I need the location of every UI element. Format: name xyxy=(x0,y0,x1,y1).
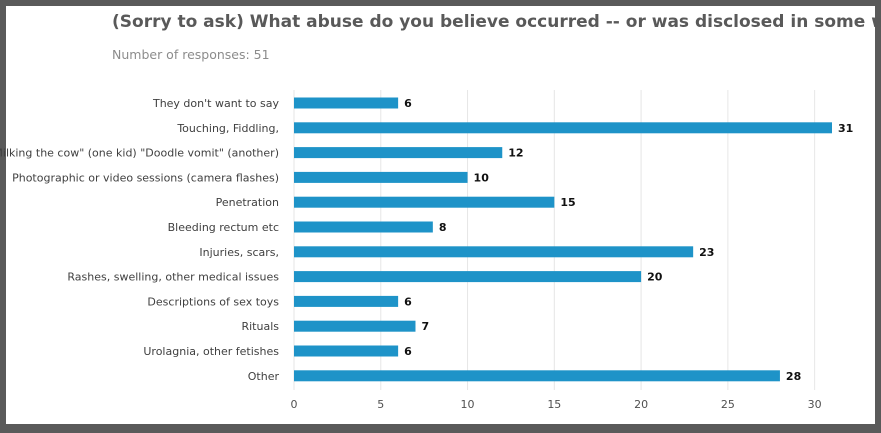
bar xyxy=(294,345,399,357)
bar xyxy=(294,221,433,233)
x-tick-label: 25 xyxy=(721,398,735,411)
category-label: Photographic or video sessions (camera f… xyxy=(12,171,279,184)
x-tick-label: 5 xyxy=(377,398,384,411)
value-label: 12 xyxy=(508,147,523,160)
value-label: 6 xyxy=(404,345,412,358)
category-label: Penetration xyxy=(216,196,279,209)
value-label: 15 xyxy=(560,196,575,209)
value-label: 23 xyxy=(699,246,714,259)
x-tick-label: 20 xyxy=(634,398,648,411)
bar xyxy=(294,320,416,332)
category-label: Injuries, scars, xyxy=(199,246,279,259)
value-label: 10 xyxy=(474,171,490,184)
value-label: 31 xyxy=(838,122,853,135)
value-label: 8 xyxy=(439,221,447,234)
category-label: Rituals xyxy=(241,320,279,333)
bar xyxy=(294,271,642,283)
category-label: They don't want to say xyxy=(152,97,280,110)
bar xyxy=(294,370,780,382)
category-label: Urolagnia, other fetishes xyxy=(143,345,279,358)
bar xyxy=(294,171,468,183)
bar xyxy=(294,147,503,159)
bar xyxy=(294,97,399,109)
bar xyxy=(294,196,555,208)
value-label: 6 xyxy=(404,97,412,110)
x-tick-label: 30 xyxy=(808,398,822,411)
category-label: Descriptions of sex toys xyxy=(147,295,279,308)
value-label: 28 xyxy=(786,370,801,383)
chart-title: (Sorry to ask) What abuse do you believe… xyxy=(112,12,881,32)
bar xyxy=(294,246,694,258)
x-tick-label: 15 xyxy=(547,398,561,411)
category-label: Touching, Fiddling, xyxy=(176,122,279,135)
bar xyxy=(294,122,832,134)
value-label: 20 xyxy=(647,271,663,284)
response-count: Number of responses: 51 xyxy=(112,47,270,62)
value-label: 7 xyxy=(421,320,429,333)
category-label: Rashes, swelling, other medical issues xyxy=(67,271,279,284)
bar xyxy=(294,295,399,307)
value-label: 6 xyxy=(404,295,412,308)
category-label: "Milking the cow" (one kid) "Doodle vomi… xyxy=(0,147,279,160)
x-tick-label: 0 xyxy=(291,398,298,411)
x-tick-label: 10 xyxy=(461,398,475,411)
category-label: Bleeding rectum etc xyxy=(168,221,279,234)
category-label: Other xyxy=(248,370,280,383)
